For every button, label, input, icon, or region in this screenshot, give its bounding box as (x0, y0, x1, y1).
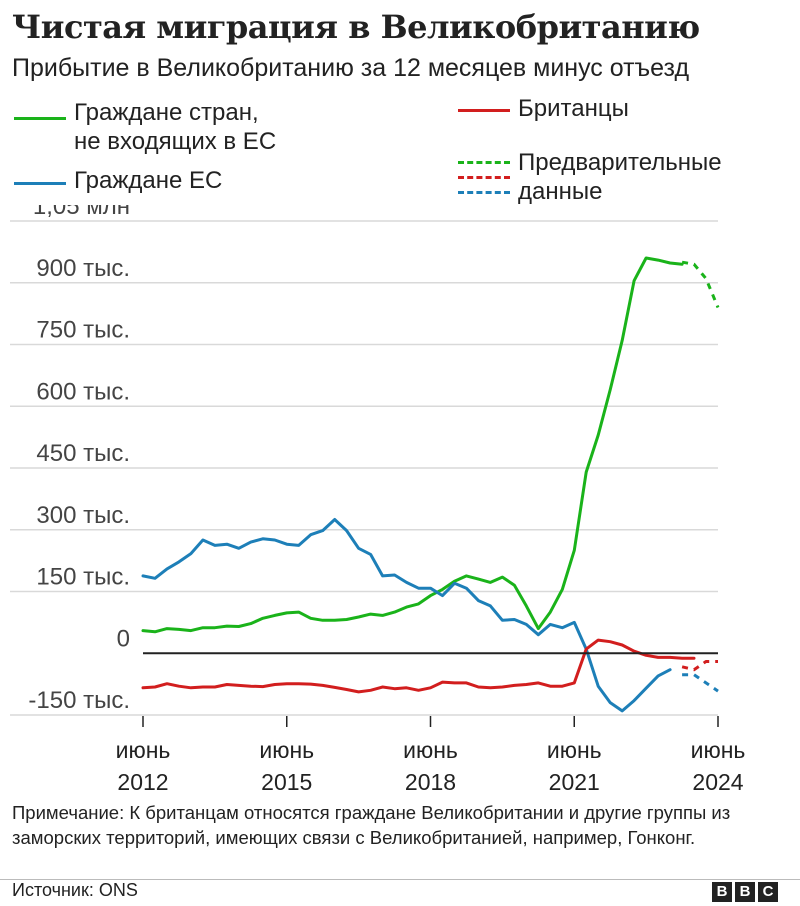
series-line-3 (681, 260, 720, 309)
footnote: Примечание: К британцам относятся гражда… (12, 802, 731, 848)
bbc-logo-letter: C (758, 882, 778, 902)
y-tick-label: 150 тыс. (36, 564, 130, 591)
bbc-logo-letter: B (712, 882, 732, 902)
legend-swatch-prelim-blue (458, 191, 510, 194)
legend-label-prelim-2: данные (518, 178, 603, 205)
x-tick-label-month: июнь (259, 737, 314, 763)
bbc-logo-letter: B (735, 882, 755, 902)
line-chart: -150 тыс. 0 150 тыс. 300 тыс. 450 тыс. 600 ты… (10, 205, 746, 795)
series-line-1 (141, 518, 672, 713)
legend-swatch-prelim-green (458, 161, 510, 164)
legend-swatch-eu (14, 182, 66, 185)
y-tick-label: 600 тыс. (36, 378, 130, 405)
y-tick-label: 1,05 млн (33, 205, 130, 220)
x-tick-label-month: июнь (691, 737, 746, 763)
y-tick-label: 900 тыс. (36, 255, 130, 282)
bbc-logo: B B C (712, 882, 778, 902)
y-tick-label: -150 тыс. (28, 687, 130, 714)
legend-swatch-non-eu (14, 117, 66, 120)
chart-title: Чистая миграция в Великобританию (12, 8, 700, 46)
legend-label-non-eu-2: не входящих в ЕС (74, 128, 277, 155)
legend-label-british: Британцы (518, 95, 629, 122)
legend-swatch-prelim-red (458, 176, 510, 179)
series-line-0 (141, 256, 684, 634)
x-tick-label-year: 2018 (405, 769, 456, 795)
x-tick-label-year: 2021 (549, 769, 600, 795)
x-tick-label-year: 2012 (117, 769, 168, 795)
chart-subtitle: Прибытие в Великобританию за 12 месяцев … (12, 54, 690, 82)
x-tick-label-month: июнь (116, 737, 171, 763)
series-line-2 (141, 638, 696, 694)
footer-divider (0, 879, 800, 880)
legend-label-prelim-1: Предварительные (518, 149, 722, 176)
series-line-5 (681, 660, 718, 672)
x-tick-label-month: июнь (547, 737, 602, 763)
legend-swatch-british (458, 109, 510, 112)
y-tick-label: 450 тыс. (36, 440, 130, 467)
legend-label-eu: Граждане ЕС (74, 167, 223, 194)
x-tick-label-month: июнь (403, 737, 458, 763)
x-tick-label-year: 2024 (692, 769, 743, 795)
y-tick-label: 300 тыс. (36, 502, 130, 529)
x-tick-label-year: 2015 (261, 769, 312, 795)
y-tick-label: 750 тыс. (36, 317, 130, 344)
series-line-4 (682, 673, 719, 693)
legend-label-non-eu-1: Граждане стран, (74, 99, 259, 126)
y-tick-label: 0 (117, 625, 130, 652)
source-label: Источник: ONS (12, 880, 138, 900)
